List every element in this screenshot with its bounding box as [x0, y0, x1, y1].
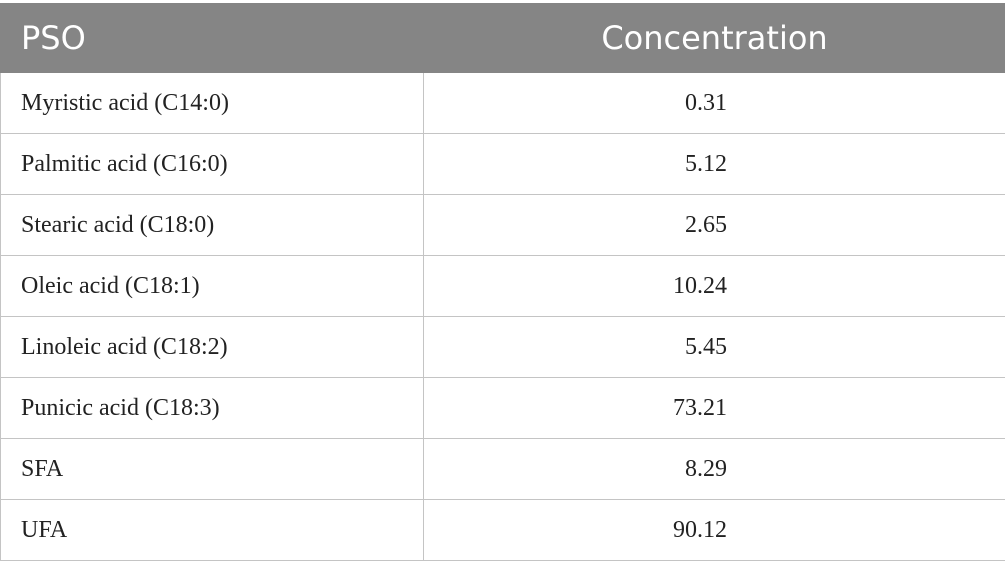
table-row: Oleic acid (C18:1)10.24: [1, 256, 1005, 317]
name-cell: Linoleic acid (C18:2): [1, 317, 424, 378]
table-row: Palmitic acid (C16:0)5.12: [1, 134, 1005, 195]
header-cell: Concentration: [424, 4, 1005, 73]
value-cell: 5.12: [424, 134, 1005, 195]
name-cell: UFA: [1, 500, 424, 561]
value-cell: 2.65: [424, 195, 1005, 256]
value-cell: 8.29: [424, 439, 1005, 500]
header-row: PSO Concentration: [1, 4, 1005, 73]
value-cell: 5.45: [424, 317, 1005, 378]
table-row: Stearic acid (C18:0)2.65: [1, 195, 1005, 256]
name-cell: Myristic acid (C14:0): [1, 73, 424, 134]
value-cell: 90.12: [424, 500, 1005, 561]
table-row: Myristic acid (C14:0)0.31: [1, 73, 1005, 134]
name-cell: Stearic acid (C18:0): [1, 195, 424, 256]
value-cell: 73.21: [424, 378, 1005, 439]
table-row: Punicic acid (C18:3)73.21: [1, 378, 1005, 439]
value-cell: 10.24: [424, 256, 1005, 317]
name-cell: Palmitic acid (C16:0): [1, 134, 424, 195]
data-table: PSO Concentration Myristic acid (C14:0)0…: [0, 3, 1005, 561]
name-cell: Punicic acid (C18:3): [1, 378, 424, 439]
name-cell: Oleic acid (C18:1): [1, 256, 424, 317]
value-cell: 0.31: [424, 73, 1005, 134]
header-cell: PSO: [1, 4, 424, 73]
name-cell: SFA: [1, 439, 424, 500]
table-row: Linoleic acid (C18:2)5.45: [1, 317, 1005, 378]
page: PSO Concentration Myristic acid (C14:0)0…: [0, 3, 1005, 582]
